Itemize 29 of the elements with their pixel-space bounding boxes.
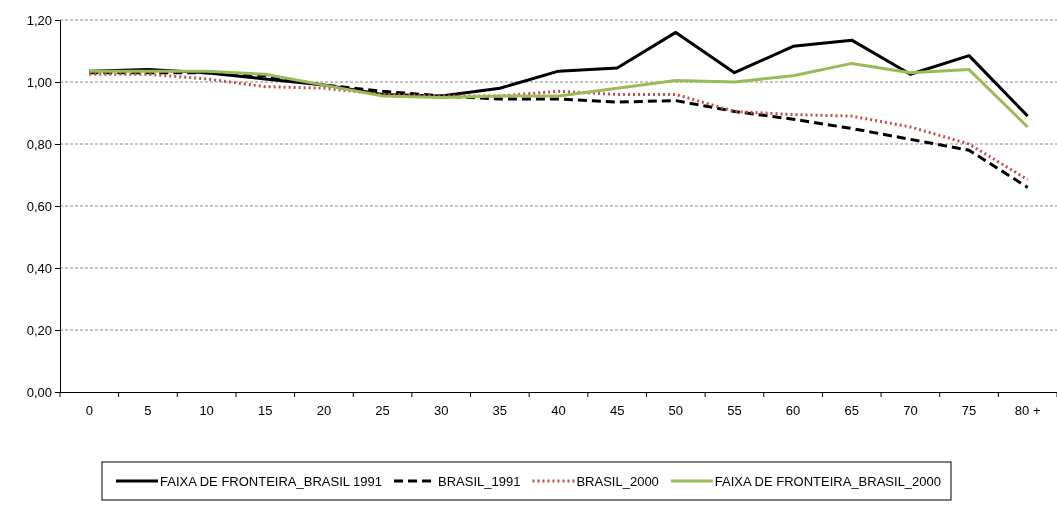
x-tick-label: 80 + bbox=[1014, 403, 1041, 419]
x-tick-label: 45 bbox=[609, 403, 625, 419]
x-tick-label: 5 bbox=[144, 403, 152, 419]
x-tick-label: 60 bbox=[785, 403, 801, 419]
x-tick-label: 65 bbox=[844, 403, 859, 419]
legend-label: BRASIL_1991 bbox=[438, 473, 521, 489]
x-tick-label: 55 bbox=[727, 403, 742, 419]
x-tick-label: 10 bbox=[199, 403, 214, 419]
x-tick-label: 35 bbox=[492, 403, 508, 419]
x-tick-label: 15 bbox=[258, 403, 273, 419]
x-tick-label: 75 bbox=[961, 403, 977, 419]
x-tick-label: 30 bbox=[433, 403, 449, 419]
y-tick-label: 0,60 bbox=[26, 198, 52, 214]
y-tick-label: 0,20 bbox=[26, 322, 52, 338]
x-tick-label: 50 bbox=[668, 403, 684, 419]
legend-label: FAIXA DE FRONTEIRA_BRASIL_2000 bbox=[714, 473, 942, 489]
legend-label: BRASIL_2000 bbox=[576, 473, 659, 489]
y-tick-label: 1,00 bbox=[26, 74, 52, 90]
y-tick-label: 1,20 bbox=[26, 12, 52, 28]
x-tick-label: 25 bbox=[375, 403, 390, 419]
x-tick-label: 70 bbox=[903, 403, 918, 419]
x-tick-label: 20 bbox=[316, 403, 332, 419]
legend-label: FAIXA DE FRONTEIRA_BRASIL 1991 bbox=[159, 473, 383, 489]
x-tick-label: 0 bbox=[85, 403, 93, 419]
y-tick-label: 0,80 bbox=[26, 136, 52, 152]
line-series bbox=[87, 61, 1030, 129]
y-tick-label: 0,00 bbox=[26, 384, 52, 400]
x-tick-label: 40 bbox=[551, 403, 566, 419]
y-tick-label: 0,40 bbox=[26, 260, 52, 276]
